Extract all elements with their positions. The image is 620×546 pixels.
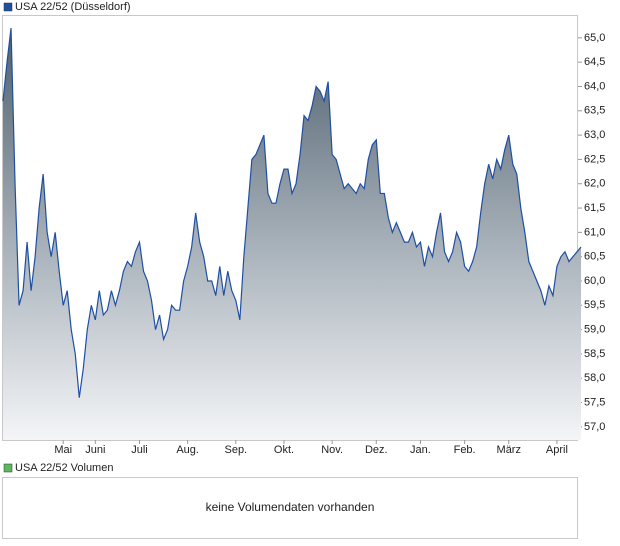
y-tick-label: 63,5 (584, 105, 605, 117)
volume-title: USA 22/52 Volumen (15, 462, 113, 474)
x-tick-label: Aug. (176, 444, 199, 456)
y-tick-label: 64,5 (584, 56, 605, 68)
x-tick-label: April (546, 444, 568, 456)
x-tick-label: Juli (131, 444, 148, 456)
plot-frame (2, 15, 578, 441)
volume-swatch (3, 463, 13, 473)
x-tick-label: März (497, 444, 521, 456)
x-tick-label: Juni (85, 444, 105, 456)
x-tick-label: Nov. (321, 444, 343, 456)
y-tick-label: 61,5 (584, 202, 605, 214)
y-tick-label: 63,0 (584, 129, 605, 141)
y-tick-label: 59,0 (584, 324, 605, 336)
x-tick-label: Feb. (454, 444, 476, 456)
line (2, 28, 582, 398)
x-tick-label: Dez. (365, 444, 388, 456)
legend-label: USA 22/52 (Düsseldorf) (15, 1, 131, 13)
x-tick-label: Okt. (274, 444, 294, 456)
y-tick-label: 58,5 (584, 348, 605, 360)
x-tick-label: Mai (54, 444, 72, 456)
x-tick-label: Jan. (410, 444, 431, 456)
y-tick-label: 65,0 (584, 32, 605, 44)
y-tick-label: 57,5 (584, 396, 605, 408)
y-tick-label: 62,0 (584, 178, 605, 190)
y-tick-label: 57,0 (584, 421, 605, 433)
y-tick-label: 60,5 (584, 251, 605, 263)
x-tick-label: Sep. (224, 444, 247, 456)
legend-swatch (3, 2, 13, 12)
volume-frame (2, 477, 578, 539)
y-tick-label: 58,0 (584, 372, 605, 384)
y-tick-label: 61,0 (584, 226, 605, 238)
y-tick-label: 62,5 (584, 153, 605, 165)
y-tick-label: 64,0 (584, 80, 605, 92)
y-tick-label: 60,0 (584, 275, 605, 287)
volume-message: keine Volumendaten vorhanden (206, 500, 375, 514)
area (3, 28, 582, 440)
y-tick-label: 59,5 (584, 299, 605, 311)
